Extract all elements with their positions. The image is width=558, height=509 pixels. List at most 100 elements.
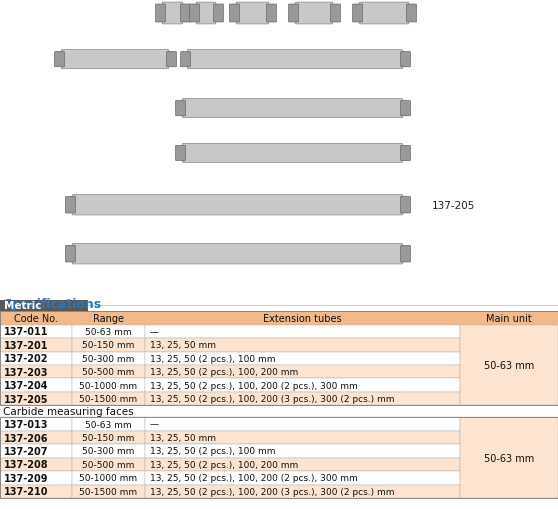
Text: Range: Range <box>93 314 124 323</box>
Bar <box>72 458 145 471</box>
Bar <box>145 485 460 498</box>
Bar <box>0 431 72 444</box>
FancyBboxPatch shape <box>182 99 403 119</box>
Text: 50-1000 mm: 50-1000 mm <box>79 381 138 390</box>
FancyBboxPatch shape <box>401 101 410 117</box>
Text: 13, 25, 50 mm: 13, 25, 50 mm <box>150 341 216 350</box>
FancyBboxPatch shape <box>288 5 299 23</box>
Bar <box>145 458 460 471</box>
FancyBboxPatch shape <box>401 52 410 68</box>
FancyBboxPatch shape <box>401 246 410 263</box>
Bar <box>0 365 72 379</box>
Bar <box>0 312 558 406</box>
Bar <box>0 300 88 311</box>
FancyBboxPatch shape <box>162 3 183 25</box>
FancyBboxPatch shape <box>66 246 75 263</box>
FancyBboxPatch shape <box>214 5 223 23</box>
FancyBboxPatch shape <box>167 52 176 68</box>
Text: 50-300 mm: 50-300 mm <box>83 354 134 363</box>
FancyBboxPatch shape <box>61 50 169 70</box>
Text: —: — <box>150 327 159 336</box>
Bar <box>0 417 558 498</box>
Bar <box>145 417 460 431</box>
Text: 137-205: 137-205 <box>4 394 49 404</box>
Text: 50-300 mm: 50-300 mm <box>83 446 134 456</box>
Text: 13, 25, 50 mm: 13, 25, 50 mm <box>150 433 216 442</box>
FancyBboxPatch shape <box>156 5 165 23</box>
FancyBboxPatch shape <box>401 146 410 161</box>
Bar <box>145 392 460 406</box>
FancyBboxPatch shape <box>181 5 190 23</box>
FancyBboxPatch shape <box>176 146 185 161</box>
FancyBboxPatch shape <box>72 244 403 264</box>
Text: 50-150 mm: 50-150 mm <box>83 341 134 350</box>
Bar <box>72 352 145 365</box>
Text: 13, 25, 50 (2 pcs.), 100 mm: 13, 25, 50 (2 pcs.), 100 mm <box>150 354 276 363</box>
Text: 50-1500 mm: 50-1500 mm <box>79 394 138 403</box>
FancyBboxPatch shape <box>190 5 199 23</box>
Text: 13, 25, 50 (2 pcs.), 100, 200 (2 pcs.), 300 mm: 13, 25, 50 (2 pcs.), 100, 200 (2 pcs.), … <box>150 473 358 483</box>
Bar <box>145 444 460 458</box>
FancyBboxPatch shape <box>295 3 333 25</box>
Text: 137-207: 137-207 <box>4 446 49 456</box>
FancyBboxPatch shape <box>353 5 362 23</box>
FancyBboxPatch shape <box>182 144 403 163</box>
Text: 13, 25, 50 (2 pcs.), 100, 200 mm: 13, 25, 50 (2 pcs.), 100, 200 mm <box>150 367 298 377</box>
FancyBboxPatch shape <box>407 5 416 23</box>
FancyBboxPatch shape <box>330 5 340 23</box>
Bar <box>145 379 460 392</box>
Bar <box>145 352 460 365</box>
Text: 137-202: 137-202 <box>4 354 49 363</box>
FancyBboxPatch shape <box>176 101 185 117</box>
Bar <box>145 471 460 485</box>
Text: 13, 25, 50 (2 pcs.), 100, 200 mm: 13, 25, 50 (2 pcs.), 100, 200 mm <box>150 460 298 469</box>
Bar <box>0 352 72 365</box>
Bar <box>0 312 558 325</box>
Bar <box>72 379 145 392</box>
Text: Specifications: Specifications <box>3 297 101 310</box>
Text: 50-1000 mm: 50-1000 mm <box>79 473 138 483</box>
FancyBboxPatch shape <box>181 52 190 68</box>
Bar <box>72 365 145 379</box>
Bar <box>145 325 460 338</box>
Text: Extension tubes: Extension tubes <box>263 314 342 323</box>
FancyBboxPatch shape <box>359 3 409 25</box>
FancyBboxPatch shape <box>229 5 239 23</box>
FancyBboxPatch shape <box>55 52 64 68</box>
Text: 13, 25, 50 (2 pcs.), 100, 200 (3 pcs.), 300 (2 pcs.) mm: 13, 25, 50 (2 pcs.), 100, 200 (3 pcs.), … <box>150 394 395 403</box>
FancyBboxPatch shape <box>196 3 216 25</box>
Bar <box>72 444 145 458</box>
Bar <box>72 417 145 431</box>
Bar <box>72 338 145 352</box>
FancyBboxPatch shape <box>236 3 269 25</box>
FancyBboxPatch shape <box>66 197 75 214</box>
Text: 50-500 mm: 50-500 mm <box>83 367 134 377</box>
Text: 50-150 mm: 50-150 mm <box>83 433 134 442</box>
Bar <box>0 379 72 392</box>
Text: 50-63 mm: 50-63 mm <box>484 453 534 463</box>
Text: 137-013: 137-013 <box>4 419 49 429</box>
FancyBboxPatch shape <box>401 197 410 214</box>
Text: 137-209: 137-209 <box>4 473 49 483</box>
Bar <box>0 485 72 498</box>
Bar <box>0 458 72 471</box>
Text: 50-1500 mm: 50-1500 mm <box>79 487 138 496</box>
Text: 137-203: 137-203 <box>4 367 49 377</box>
Text: Carbide measuring faces: Carbide measuring faces <box>3 407 133 416</box>
Text: 137-210: 137-210 <box>4 487 49 496</box>
Text: —: — <box>150 420 159 429</box>
Bar <box>72 471 145 485</box>
FancyBboxPatch shape <box>187 50 403 70</box>
Text: Metric: Metric <box>4 301 41 310</box>
Text: 137-011: 137-011 <box>4 327 49 337</box>
Text: 13, 25, 50 (2 pcs.), 100, 200 (2 pcs.), 300 mm: 13, 25, 50 (2 pcs.), 100, 200 (2 pcs.), … <box>150 381 358 390</box>
Text: 137-206: 137-206 <box>4 433 49 443</box>
Bar <box>145 431 460 444</box>
Bar <box>460 325 558 406</box>
Bar <box>145 338 460 352</box>
Text: 50-63 mm: 50-63 mm <box>85 327 132 336</box>
Bar <box>72 392 145 406</box>
Bar <box>0 444 72 458</box>
Text: 137-201: 137-201 <box>4 340 49 350</box>
Text: 50-63 mm: 50-63 mm <box>85 420 132 429</box>
